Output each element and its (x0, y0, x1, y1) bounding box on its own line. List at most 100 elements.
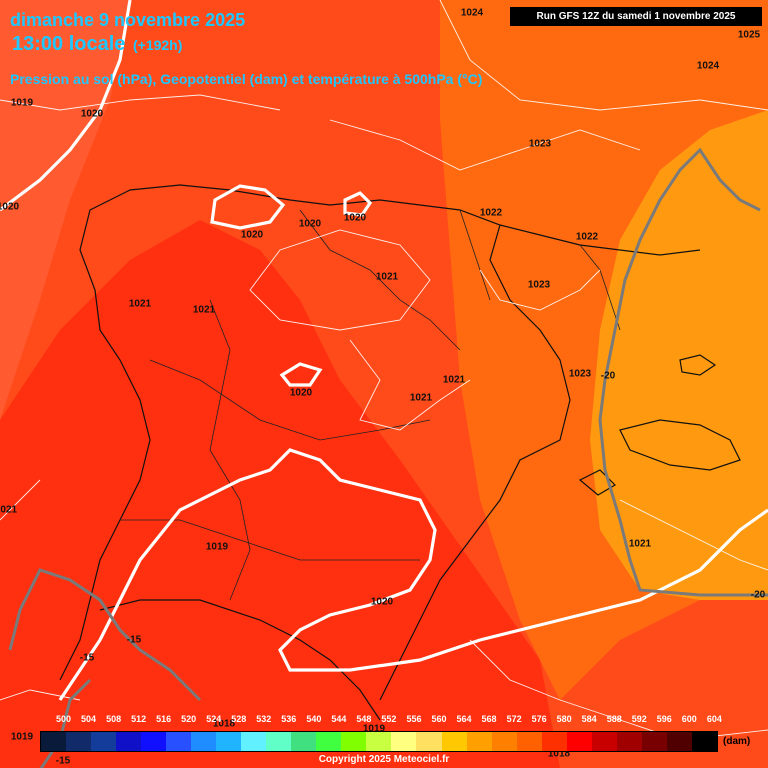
legend-swatch (291, 732, 317, 751)
isobar-label: 1019 (10, 97, 34, 109)
legend-swatch (416, 732, 442, 751)
isobar-label: 1021 (628, 538, 652, 550)
isobar-label: 1020 (80, 108, 104, 120)
legend-value: 524 (206, 714, 222, 724)
isobar-label: 1020 (0, 201, 20, 213)
isobar-label: 1021 (128, 298, 152, 310)
isobar-label: 1021 (192, 304, 216, 316)
legend-swatch (41, 732, 67, 751)
legend-value: 532 (256, 714, 272, 724)
legend-value: 516 (156, 714, 172, 724)
legend-value: 536 (281, 714, 297, 724)
legend-swatch (566, 732, 592, 751)
legend-swatch (341, 732, 367, 751)
isobar-label: 1020 (289, 387, 313, 399)
legend-value: 576 (531, 714, 547, 724)
legend-swatch (491, 732, 517, 751)
legend-swatch (466, 732, 492, 751)
legend-swatch (691, 732, 717, 751)
legend-swatch (216, 732, 242, 751)
legend-swatch (141, 732, 167, 751)
legend-value: 552 (381, 714, 397, 724)
isotherm-label: -20 (750, 589, 766, 601)
legend-swatch (191, 732, 217, 751)
isobar-label: 1020 (240, 229, 264, 241)
isotherm-label: -20 (600, 370, 616, 382)
legend-swatch (391, 732, 417, 751)
legend-unit: (dam) (723, 736, 751, 747)
legend-value: 564 (456, 714, 472, 724)
isobar-label: 1020 (343, 212, 367, 224)
isobar-label: 1021 (442, 374, 466, 386)
legend-value: 520 (181, 714, 197, 724)
legend-swatch (516, 732, 542, 751)
legend-swatch (66, 732, 92, 751)
forecast-date: dimanche 9 novembre 2025 (10, 10, 246, 30)
legend-value: 556 (406, 714, 422, 724)
legend-value: 572 (506, 714, 522, 724)
copyright: Copyright 2025 Meteociel.fr (318, 754, 450, 765)
legend-swatch (241, 732, 267, 751)
legend-value: 504 (81, 714, 97, 724)
forecast-lead-time: (+192h) (132, 37, 183, 53)
legend-swatch (641, 732, 667, 751)
legend-value: 548 (356, 714, 372, 724)
legend-colorbar (40, 731, 718, 752)
borders (120, 209, 621, 601)
map-subtitle: Pression au sol (hPa), Geopotentiel (dam… (10, 71, 483, 87)
legend-swatch (366, 732, 392, 751)
legend-value: 528 (231, 714, 247, 724)
isobar-label: 1019 (10, 731, 34, 743)
legend-value: 540 (306, 714, 322, 724)
isobar-label: 1020 (370, 596, 394, 608)
legend-swatch (441, 732, 467, 751)
isobar-label: 1019 (362, 723, 386, 735)
isobar-label: 1023 (568, 368, 592, 380)
isobar-label: 1022 (575, 231, 599, 243)
legend-value: 500 (56, 714, 72, 724)
legend-swatch (616, 732, 642, 751)
isobar-label: 1023 (528, 138, 552, 150)
geopotential-fill-580-core (0, 220, 560, 768)
isobars (0, 0, 768, 741)
legend-swatch (116, 732, 142, 751)
legend-swatch (91, 732, 117, 751)
legend-value: 544 (331, 714, 347, 724)
isobar-label: 1021 (0, 504, 18, 516)
isobar-label: 1025 (737, 29, 761, 41)
legend-value: 588 (606, 714, 622, 724)
run-info-badge: Run GFS 12Z du samedi 1 novembre 2025 (510, 7, 762, 26)
isotherm-label: -15 (126, 634, 142, 646)
forecast-time: 13:00 locale (+192h) (12, 33, 182, 56)
isobar-label: 1024 (696, 60, 720, 72)
legend-swatch (591, 732, 617, 751)
isobar-label: 1018 (212, 718, 236, 730)
isobar-label: 1018 (547, 748, 571, 760)
legend-value: 512 (131, 714, 147, 724)
legend-value: 508 (106, 714, 122, 724)
isobar-label: 1020 (298, 218, 322, 230)
legend-value: 604 (706, 714, 722, 724)
legend-value: 568 (481, 714, 497, 724)
isobar-label: 1022 (479, 207, 503, 219)
coastline (59, 184, 741, 721)
geopotential-fill-568 (590, 110, 768, 600)
isobar-label: 1019 (205, 541, 229, 553)
legend-swatch (266, 732, 292, 751)
legend-labels: 500 504 508 512 516 520 524 528 532 536 540 544 548 5… (56, 714, 732, 728)
legend-swatch (541, 732, 567, 751)
legend-value: 600 (681, 714, 697, 724)
isotherms (8, 147, 768, 768)
legend-value: 560 (431, 714, 447, 724)
geopotential-contours (0, 0, 768, 701)
legend-value: 584 (581, 714, 597, 724)
legend-value: 580 (556, 714, 572, 724)
isobar-label: 1021 (409, 392, 433, 404)
isotherm-label: -15 (55, 755, 71, 767)
legend-swatch (166, 732, 192, 751)
isobar-label: 1024 (460, 7, 484, 19)
isobar-label: 1023 (527, 279, 551, 291)
legend-value: 592 (631, 714, 647, 724)
isotherm-label: -15 (79, 652, 95, 664)
